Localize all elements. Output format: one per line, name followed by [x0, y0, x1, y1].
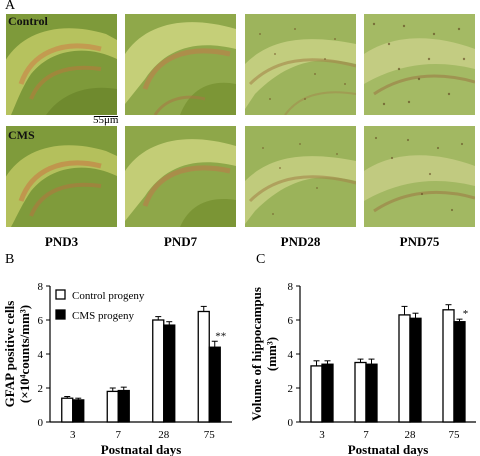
y-axis-label-line1: GFAP positive cells — [2, 301, 17, 408]
bar-control — [310, 365, 323, 423]
panel-b-letter: B — [5, 252, 15, 267]
micrograph-cms-pnd7 — [125, 126, 236, 227]
micrograph-control-pnd3 — [6, 14, 117, 115]
bar-cms — [117, 389, 130, 423]
chart-gfap: 0 2 4 6 8 3 7 28 75 ** Postnatal days GFAP positive… — [2, 281, 232, 456]
panel-c-letter: C — [256, 252, 266, 267]
legend-swatch-cms — [55, 309, 66, 320]
bar-cms — [321, 363, 334, 423]
bar-cms — [453, 321, 466, 423]
panel-a-letter: A — [5, 0, 16, 13]
bar-control — [197, 310, 210, 423]
micrograph-cms-pnd28 — [245, 126, 356, 227]
y-tick-label: 8 — [288, 281, 294, 293]
x-tick-label: 75 — [204, 429, 216, 441]
x-tick-label: 3 — [70, 429, 76, 441]
column-label-pnd7: PND7 — [163, 234, 198, 249]
legend-label-cms: CMS progeny — [72, 310, 135, 322]
bar-control — [61, 397, 74, 423]
y-tick-label: 2 — [38, 383, 44, 395]
significance-marker: * — [463, 308, 469, 320]
legend-label-control: Control progeny — [72, 290, 145, 302]
bar-control — [152, 319, 165, 423]
y-tick-label: 4 — [288, 349, 294, 361]
x-tick-label: 3 — [319, 429, 325, 441]
y-tick-label: 6 — [288, 315, 294, 327]
y-axis-label-line2: (×10⁴counts/mm³) — [17, 305, 32, 403]
significance-marker: ** — [215, 330, 226, 342]
scale-bar-label: 55μm — [93, 114, 119, 126]
micrograph-control-pnd75 — [364, 14, 475, 115]
micrograph-control-pnd28 — [245, 14, 356, 115]
y-axis-label: GFAP positive cells (×10⁴counts/mm³) — [2, 301, 32, 408]
micrograph-cms-pnd3 — [6, 126, 117, 227]
x-tick-label: 28 — [158, 429, 170, 441]
y-tick-label: 6 — [38, 315, 44, 327]
column-label-pnd75: PND75 — [399, 234, 440, 249]
x-tick-label: 7 — [363, 429, 369, 441]
column-label-pnd3: PND3 — [44, 234, 79, 249]
row-label-cms: CMS — [8, 128, 35, 142]
y-tick-label: 2 — [288, 383, 294, 395]
column-label-pnd28: PND28 — [280, 234, 321, 249]
x-tick-label: 75 — [449, 429, 461, 441]
bar-cms — [72, 399, 85, 423]
y-tick-label: 0 — [288, 417, 294, 429]
y-axis-label-line2: (mm³) — [264, 337, 279, 371]
micrograph-control-pnd7 — [125, 14, 236, 115]
bar-cms — [163, 324, 176, 423]
y-axis-label: Volume of hippocampus (mm³) — [249, 287, 279, 421]
bar-cms — [365, 363, 378, 423]
row-label-control: Control — [8, 14, 48, 28]
bar-cms — [208, 346, 221, 423]
bar-control — [442, 309, 455, 423]
y-tick-label: 4 — [38, 349, 44, 361]
x-tick-label: 7 — [116, 429, 122, 441]
bar-cms — [409, 317, 422, 423]
bar-control — [106, 390, 119, 423]
x-axis-label: Postnatal days — [348, 442, 429, 456]
bar-control — [354, 361, 367, 423]
y-axis-label-line1: Volume of hippocampus — [249, 287, 264, 421]
x-axis-label: Postnatal days — [101, 442, 182, 456]
legend-swatch-control — [55, 289, 66, 300]
chart-hippocampus-volume: 0 2 4 6 8 3 7 28 75 * Postnatal days Volume of hipp… — [249, 281, 476, 456]
y-tick-label: 0 — [38, 417, 44, 429]
bar-control — [398, 314, 411, 423]
y-tick-label: 8 — [38, 281, 44, 293]
scale-bar — [94, 116, 118, 117]
x-tick-label: 28 — [405, 429, 417, 441]
micrograph-cms-pnd75 — [364, 126, 475, 227]
